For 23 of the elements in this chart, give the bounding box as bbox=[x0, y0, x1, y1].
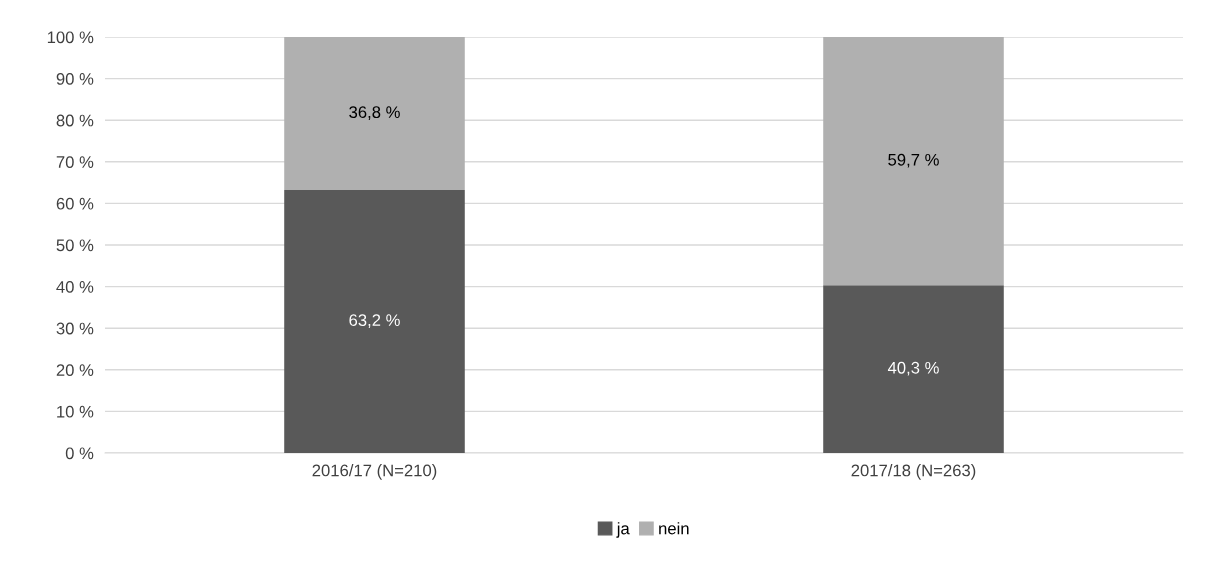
legend-label: nein bbox=[659, 522, 689, 535]
data-label: 36,8 % bbox=[349, 106, 400, 120]
data-label: 63,2 % bbox=[349, 314, 400, 328]
y-tick-label: 10 % bbox=[57, 405, 94, 418]
data-label: 59,7 % bbox=[888, 153, 939, 168]
y-tick-label: 50 % bbox=[56, 239, 94, 252]
x-tick-label: 2017/18 (N=263) bbox=[851, 464, 976, 480]
y-tick-label: 100 % bbox=[47, 31, 94, 44]
bar bbox=[823, 37, 1004, 286]
x-tick-label: 2016/17 (N=210) bbox=[312, 464, 437, 480]
y-tick-label: 80 % bbox=[56, 114, 94, 127]
y-tick-label: 70 % bbox=[56, 156, 94, 168]
y-tick-label: 30 % bbox=[56, 322, 94, 335]
bar bbox=[284, 190, 465, 453]
data-label: 40,3 % bbox=[887, 361, 939, 376]
bar bbox=[823, 285, 1004, 453]
y-tick-label: 40 % bbox=[56, 281, 94, 293]
y-tick-label: 20 % bbox=[56, 364, 94, 376]
legend-label: ja bbox=[616, 522, 630, 538]
y-tick-label: 60 % bbox=[56, 197, 94, 210]
bar bbox=[284, 37, 465, 191]
y-tick-label: 90 % bbox=[56, 73, 94, 85]
y-tick-label: 0 % bbox=[65, 447, 94, 460]
